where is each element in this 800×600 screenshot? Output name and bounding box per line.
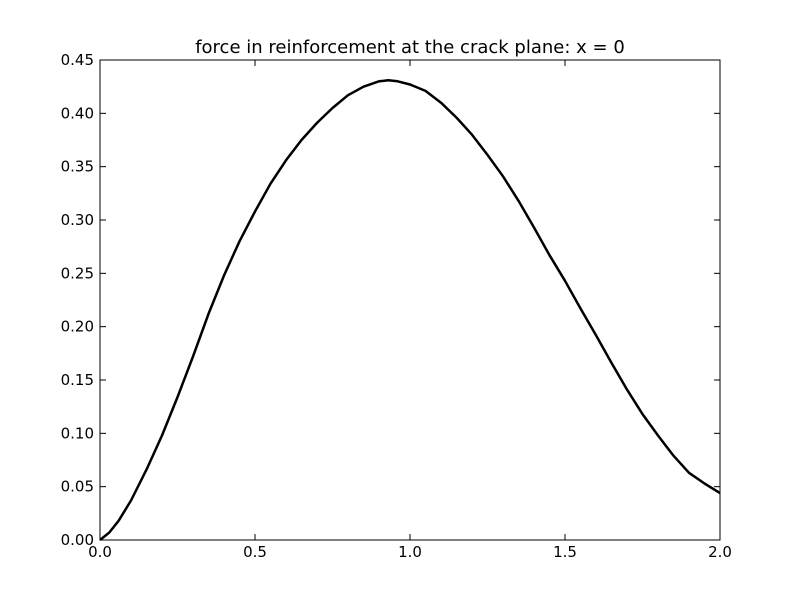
axes-frame	[99, 59, 721, 541]
y-tick-label: 0.00	[61, 531, 94, 549]
x-tick-label: 1.5	[553, 543, 577, 561]
series-group	[99, 79, 721, 541]
x-tick-label: 0.0	[88, 543, 112, 561]
y-tick-label: 0.25	[61, 264, 94, 282]
chart-title: force in reinforcement at the crack plan…	[195, 37, 625, 58]
ticks-group: 0.0 0.5 1.0 1.5 2.0 0.00 0.05 0.10 0.15 0.20 0.25 0…	[61, 51, 732, 561]
x-tick-label: 0.5	[243, 543, 267, 561]
y-tick-label: 0.30	[61, 211, 94, 229]
y-tick-label: 0.35	[61, 158, 94, 176]
y-tick-label: 0.40	[61, 104, 94, 122]
y-tick-label: 0.10	[61, 424, 94, 442]
y-tick-label: 0.20	[61, 318, 94, 336]
y-tick-label: 0.15	[61, 371, 94, 389]
y-tick-label: 0.05	[61, 478, 94, 496]
x-tick-label: 1.0	[398, 543, 422, 561]
y-tick-label: 0.45	[61, 51, 94, 69]
x-tick-label: 2.0	[708, 543, 732, 561]
series-line-0	[99, 79, 721, 541]
